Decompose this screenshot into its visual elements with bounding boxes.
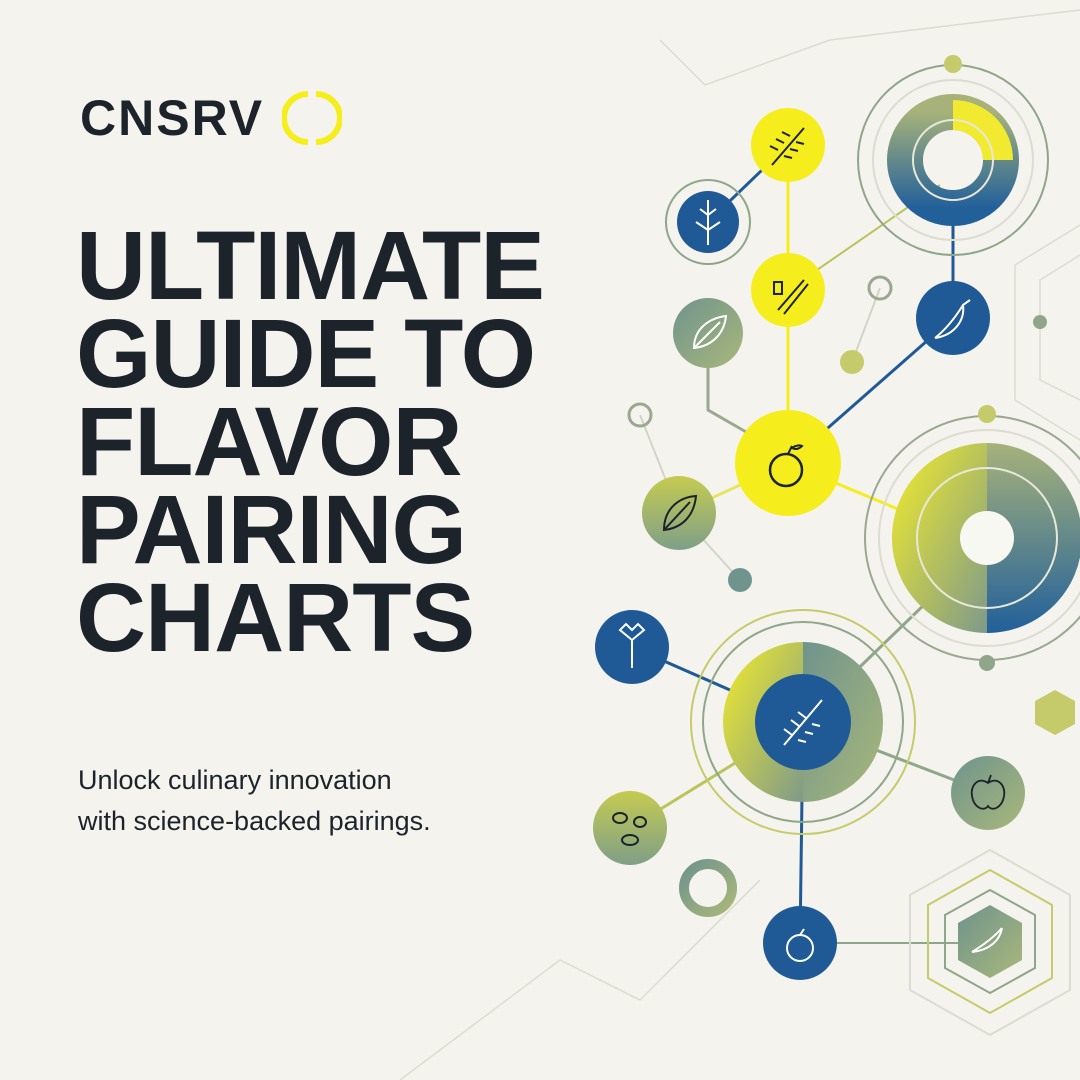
donut-chart-middle — [864, 405, 1080, 671]
apple-icon — [970, 774, 1006, 810]
subtitle-line: Unlock culinary innovation — [78, 765, 392, 795]
orange-node — [763, 906, 837, 980]
parsley-icon — [618, 622, 646, 668]
leaf-node — [642, 476, 716, 550]
nuts-icon — [612, 812, 647, 846]
chili-node — [916, 281, 990, 355]
orange-node — [735, 410, 841, 516]
leaf-node — [673, 298, 743, 368]
title-line: ULTIMATE — [76, 211, 545, 320]
chili-icon — [971, 927, 1003, 953]
title-line: GUIDE TO — [76, 299, 536, 408]
title-line: CHARTS — [76, 563, 475, 672]
brand-logo: CNSRV — [80, 88, 343, 148]
hexagon-decor — [909, 690, 1075, 1037]
subtitle-line: with science-backed pairings. — [78, 806, 431, 836]
chili-icon — [934, 299, 971, 339]
leaf-icon — [662, 494, 698, 532]
herb-sprig-icon — [695, 200, 721, 245]
subtitle: Unlock culinary innovation with science-… — [78, 760, 431, 842]
rosemary-icon — [783, 699, 823, 746]
page-title: ULTIMATE GUIDE TO FLAVOR PAIRING CHARTS — [76, 211, 596, 672]
rosemary-node — [751, 108, 825, 182]
small-dots — [627, 275, 1047, 917]
bracket-circle-icon — [282, 91, 343, 145]
title-line: PAIRING — [76, 475, 467, 584]
parsley-node — [595, 610, 669, 684]
background-lines — [399, 9, 1080, 1080]
title-line: FLAVOR — [76, 387, 463, 496]
apple-node — [951, 756, 1025, 830]
cinnamon-node — [751, 253, 825, 327]
brand-name: CNSRV — [80, 90, 265, 146]
rosemary-center-node — [755, 674, 851, 770]
rosemary-icon — [769, 127, 805, 166]
nuts-node — [593, 791, 667, 865]
herb-sprig-node — [665, 179, 751, 265]
donut-chart-top — [857, 55, 1049, 256]
leaf-icon — [692, 314, 728, 350]
orange-icon — [768, 452, 804, 488]
cinnamon-icon — [773, 279, 809, 315]
